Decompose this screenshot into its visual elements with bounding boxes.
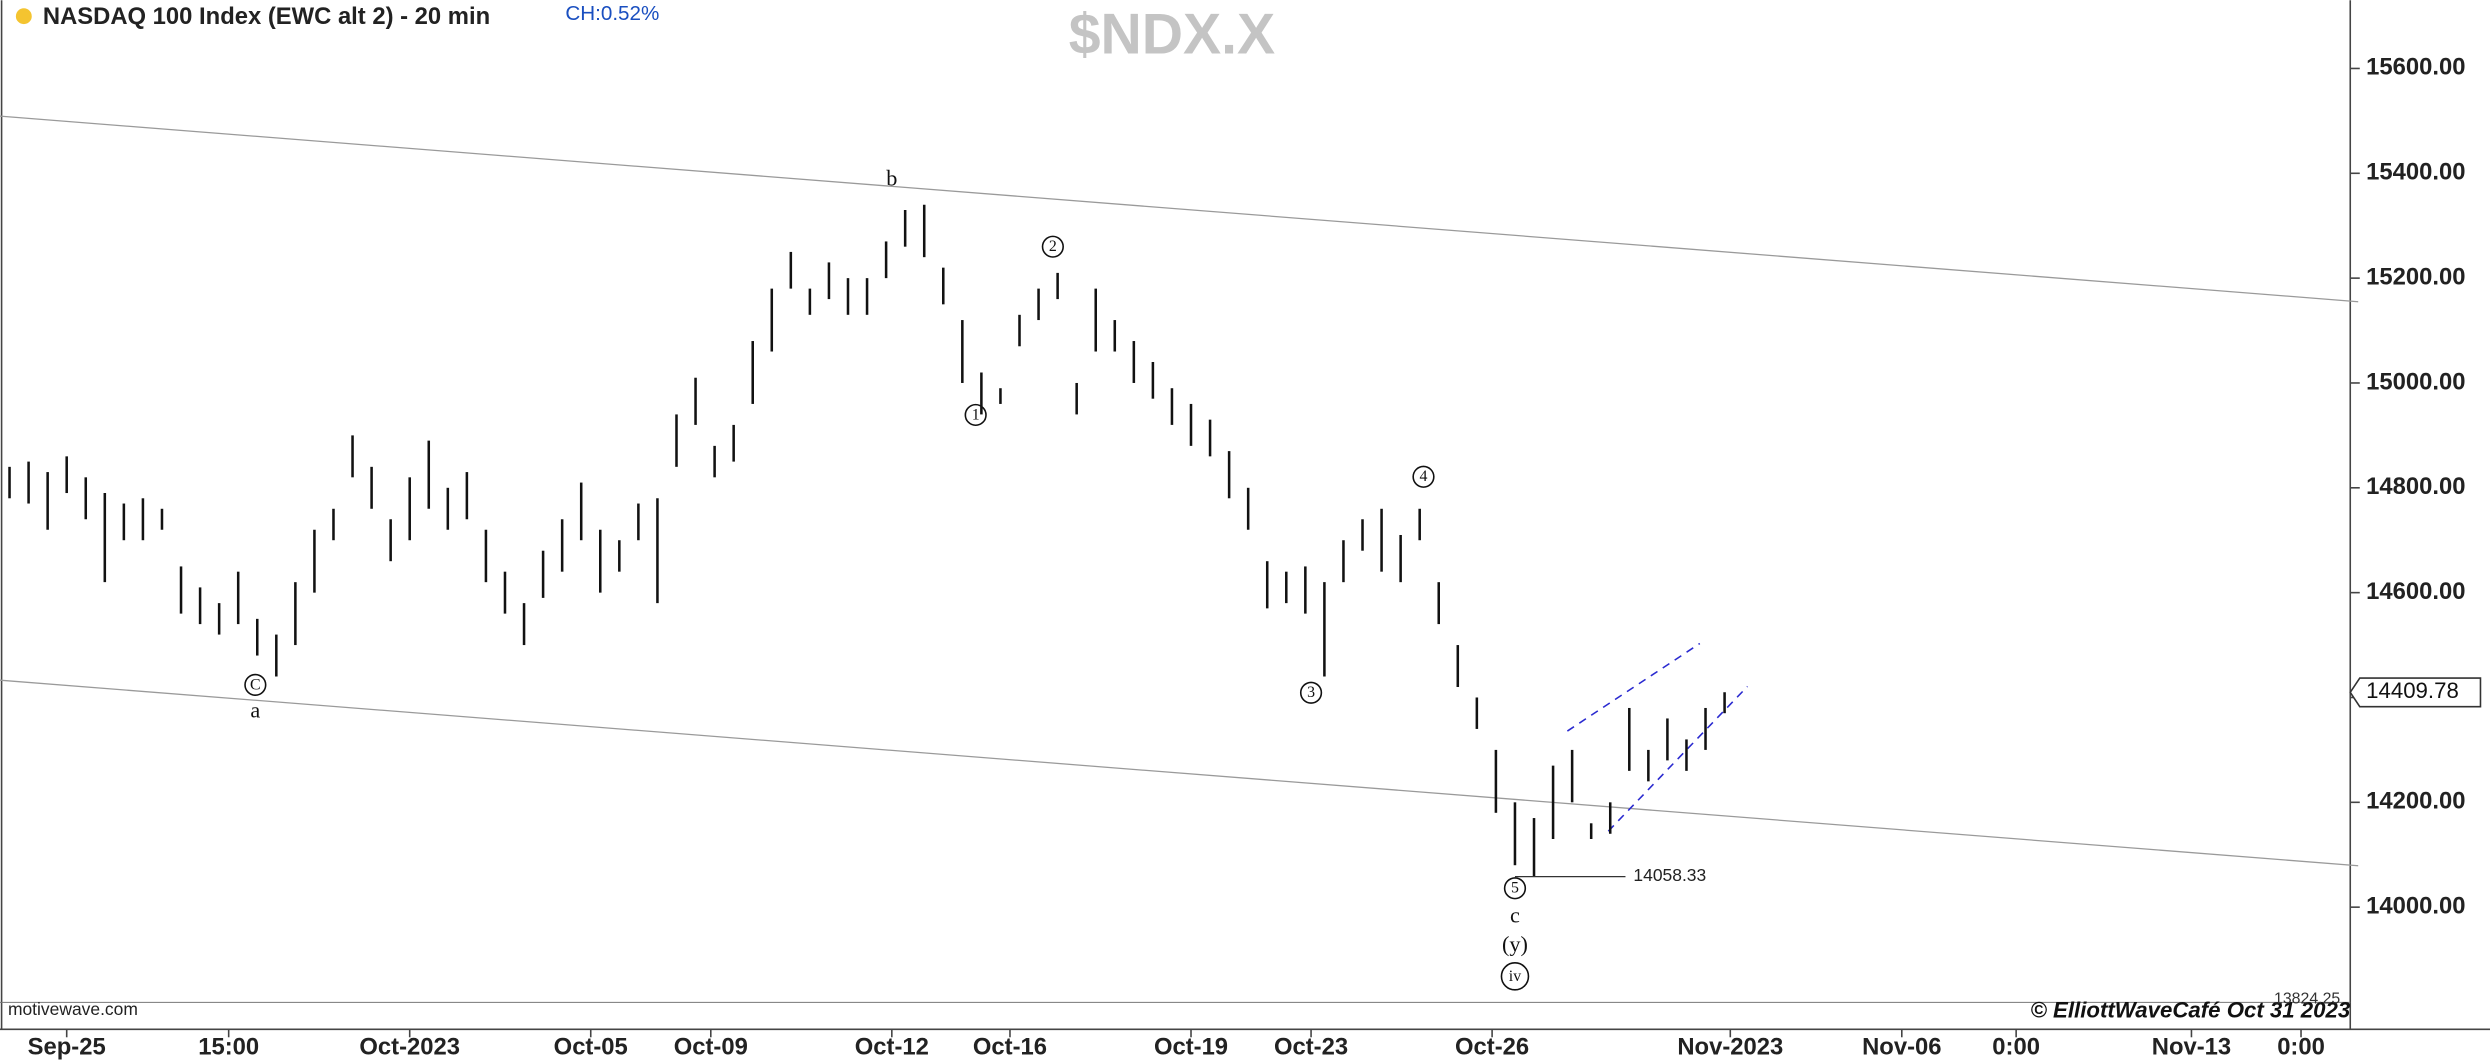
x-tick-label: 0:00 (2277, 1034, 2325, 1061)
x-tick-label: Nov-13 (2152, 1034, 2231, 1061)
channel-line (0, 679, 2359, 867)
y-tick-label: 14800.00 (2366, 473, 2465, 500)
low-marker-label: 14058.33 (1633, 865, 1706, 885)
y-tick-label: 14000.00 (2366, 892, 2465, 919)
wave-label-circle (1041, 235, 1064, 258)
y-tick-label: 14600.00 (2366, 578, 2465, 605)
wave-label: a (250, 698, 260, 723)
y-tick-label: 15000.00 (2366, 368, 2465, 395)
wave-label: 4 (1420, 468, 1428, 485)
x-tick-label: 15:00 (198, 1034, 259, 1061)
wave-label-circle (1412, 465, 1435, 488)
change-label: CH:0.52% (565, 2, 659, 25)
x-tick-label: Nov-2023 (1677, 1034, 1783, 1061)
x-tick-label: Oct-12 (855, 1034, 929, 1061)
y-tick-label: 15200.00 (2366, 263, 2465, 290)
chart-title: NASDAQ 100 Index (EWC alt 2) - 20 min (43, 3, 490, 30)
status-dot (15, 8, 32, 25)
wave-label: 2 (1049, 238, 1057, 255)
last-price-label: 14409.78 (2366, 678, 2459, 703)
wave-label-circle (1503, 877, 1527, 900)
source-label: motivewave.com (8, 999, 138, 1019)
copyright: © ElliottWaveCafé Oct 31 2023 (2030, 998, 2350, 1023)
wave-label-circle (244, 673, 267, 697)
x-tick-label: Oct-23 (1274, 1034, 1348, 1061)
wave-label: 3 (1307, 684, 1315, 701)
wave-label: b (886, 165, 897, 190)
y-tick-label: 15600.00 (2366, 54, 2465, 81)
x-tick-label: Oct-16 (973, 1034, 1047, 1061)
x-tick-label: Oct-09 (674, 1034, 748, 1061)
wave-label-circle (1500, 962, 1530, 991)
x-tick-label: Sep-25 (28, 1034, 106, 1061)
wave-label: C (250, 676, 261, 693)
wave-label: iv (1509, 968, 1521, 985)
bottom-price-label: 13824.25 (2274, 990, 2340, 1007)
y-tick-label: 15400.00 (2366, 159, 2465, 186)
x-tick-label: 0:00 (1992, 1034, 2040, 1061)
x-tick-label: Oct-05 (554, 1034, 628, 1061)
x-tick-label: Nov-06 (1862, 1034, 1941, 1061)
wave-label: 1 (972, 406, 980, 423)
watermark: $NDX.X (1069, 3, 1275, 67)
dashed-trendline (1566, 642, 1701, 732)
dashed-trendline (1607, 685, 1749, 832)
wave-label: 5 (1511, 880, 1519, 897)
last-price-box (2349, 677, 2482, 708)
y-tick-label: 14200.00 (2366, 788, 2465, 815)
x-tick-label: Oct-26 (1455, 1034, 1529, 1061)
wave-label: c (1510, 902, 1520, 927)
wave-label-circle (964, 403, 987, 427)
x-tick-label: Oct-19 (1154, 1034, 1228, 1061)
wave-label: (y) (1502, 931, 1528, 956)
x-tick-label: Oct-2023 (359, 1034, 460, 1061)
channel-line (0, 115, 2359, 303)
wave-label-circle (1299, 681, 1323, 704)
